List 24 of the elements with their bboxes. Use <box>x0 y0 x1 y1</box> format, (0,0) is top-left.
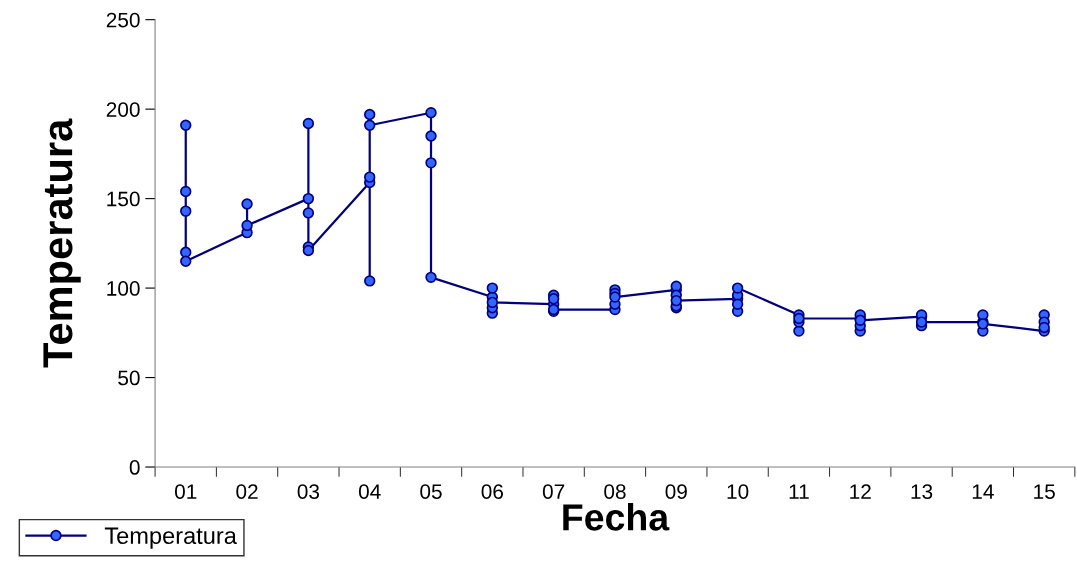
x-tick-label: 13 <box>911 484 933 499</box>
x-axis-title: Fecha <box>563 503 670 531</box>
x-tick-label: 05 <box>420 484 442 499</box>
x-tick-label: 03 <box>297 484 320 499</box>
legend-label: Temperatura <box>104 527 237 549</box>
y-tick-label: 100 <box>107 281 140 296</box>
y-tick-label: 0 <box>129 460 140 475</box>
x-tick-label: 09 <box>665 484 687 499</box>
x-tick-label: 04 <box>358 484 381 499</box>
x-tick-label: 11 <box>789 484 809 499</box>
x-tick-label: 06 <box>481 484 503 499</box>
y-tick-label: 150 <box>107 191 140 207</box>
x-tick-label: 10 <box>727 484 749 499</box>
x-tick-label: 08 <box>604 484 626 499</box>
y-axis-title: Temperatura <box>43 118 81 368</box>
x-tick-label: 01 <box>174 484 197 499</box>
x-tick-label: 14 <box>972 484 994 499</box>
x-tick-label: 15 <box>1034 484 1055 499</box>
y-tick-label: 200 <box>106 102 140 117</box>
y-tick-label: 50 <box>118 370 140 386</box>
y-tick-label: 250 <box>106 12 140 28</box>
x-tick-label: 07 <box>542 484 565 499</box>
x-tick-label: 12 <box>850 484 871 499</box>
x-tick-label: 02 <box>236 484 258 499</box>
